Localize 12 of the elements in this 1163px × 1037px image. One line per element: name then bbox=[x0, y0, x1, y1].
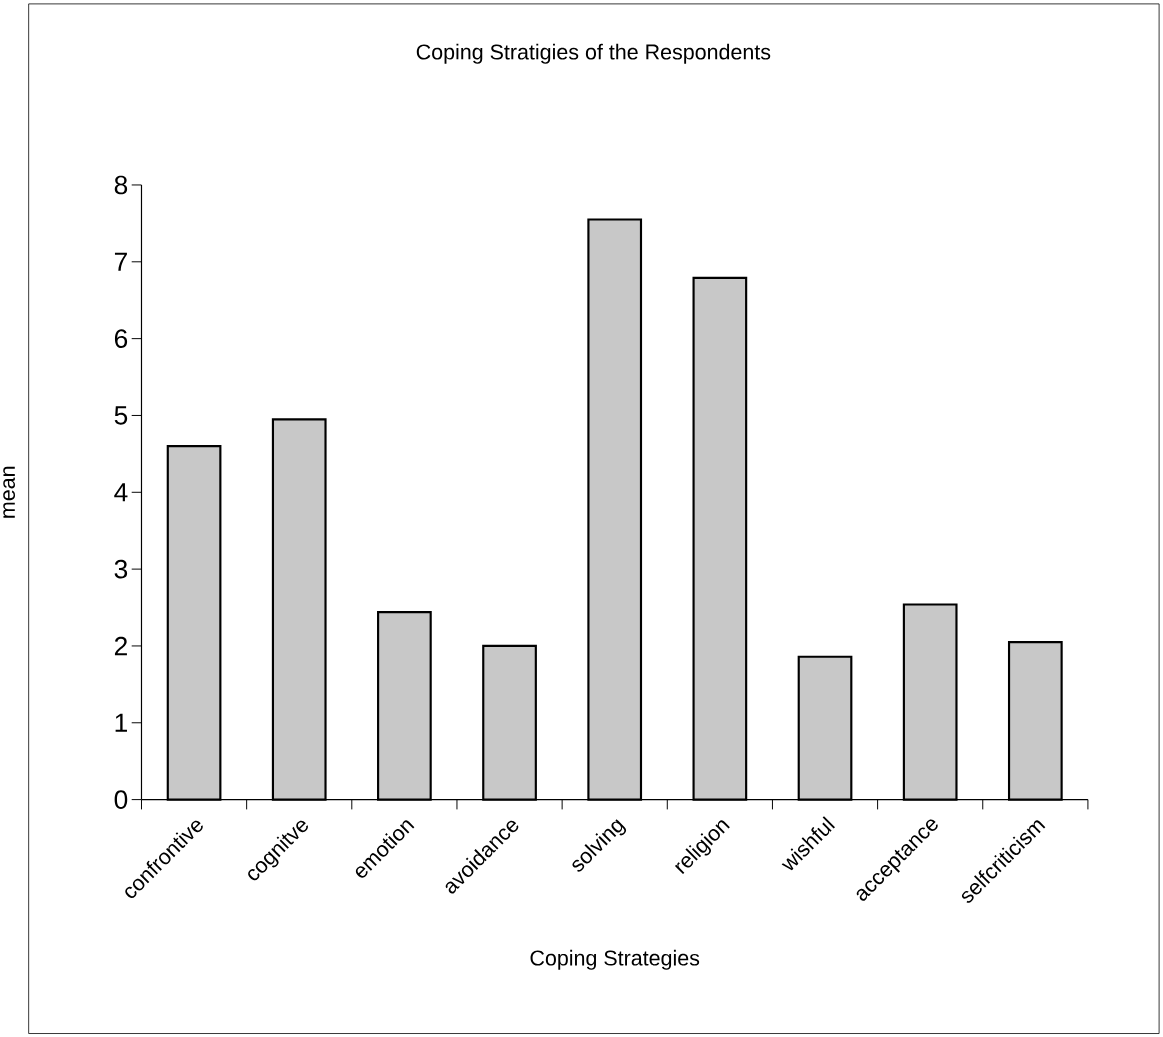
y-tick-label: 1 bbox=[115, 713, 127, 732]
y-tick-label: 6 bbox=[114, 329, 128, 348]
y-tick-label: 4 bbox=[114, 483, 128, 502]
chart-title: Coping Stratigies of the Respondents bbox=[416, 43, 771, 64]
y-tick-label: 0 bbox=[114, 790, 128, 809]
y-tick-label: 8 bbox=[114, 175, 128, 195]
y-tick-label: 3 bbox=[114, 559, 128, 579]
y-tick-label: 5 bbox=[114, 406, 128, 425]
y-axis-title: mean bbox=[3, 466, 16, 518]
y-tick-label: 7 bbox=[114, 252, 127, 271]
y-tick-label: 2 bbox=[114, 636, 127, 655]
x-axis-title: Coping Strategies bbox=[530, 949, 700, 970]
